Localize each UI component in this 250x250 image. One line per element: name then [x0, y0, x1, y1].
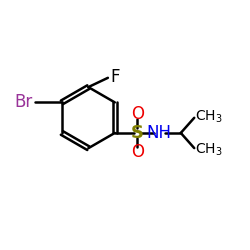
Text: Br: Br [14, 94, 32, 112]
Text: F: F [110, 68, 120, 86]
Text: O: O [131, 142, 144, 160]
Text: NH: NH [147, 124, 172, 142]
Text: CH$_3$: CH$_3$ [195, 141, 223, 158]
Text: O: O [131, 105, 144, 123]
Text: CH$_3$: CH$_3$ [195, 108, 223, 125]
Text: S: S [131, 124, 144, 142]
